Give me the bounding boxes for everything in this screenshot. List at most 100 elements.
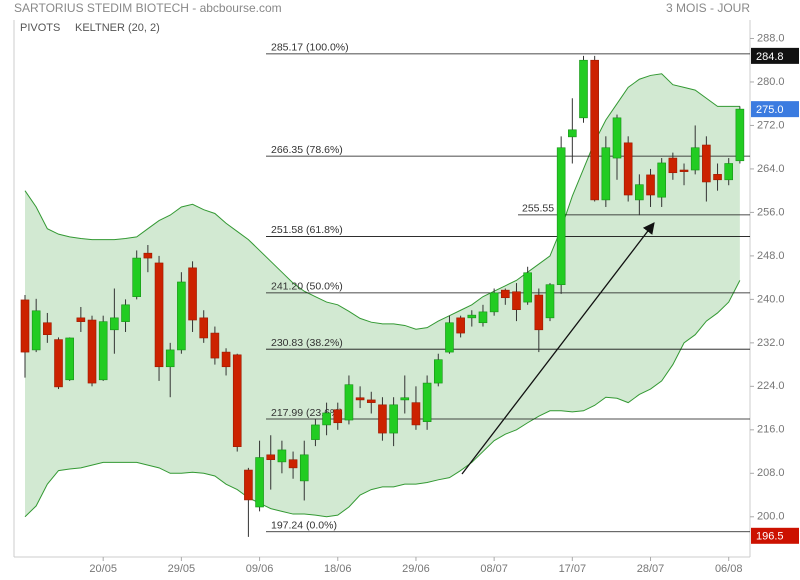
x-tick-label: 17/07 — [559, 563, 587, 575]
candle-body — [478, 311, 488, 324]
y-tick-label: 240.0 — [757, 293, 785, 305]
candle-body — [244, 469, 253, 501]
y-tick-label: 248.0 — [757, 250, 785, 262]
price-marker-label: 275.0 — [756, 104, 784, 116]
candle-body — [65, 337, 74, 381]
x-tick-label: 29/05 — [168, 563, 196, 575]
candle-body — [612, 117, 622, 159]
price-marker-label: 196.5 — [756, 531, 784, 543]
candle-body — [635, 184, 644, 201]
x-tick-label: 29/06 — [402, 563, 430, 575]
candle-body — [489, 292, 499, 313]
fib-label: 251.58 (61.8%) — [271, 224, 343, 236]
price-marker-label: 284.8 — [756, 51, 784, 63]
candle-body — [433, 359, 443, 384]
candle-body — [512, 291, 521, 310]
x-tick-label: 08/07 — [480, 563, 508, 575]
candle-body — [601, 147, 611, 201]
candle-body — [690, 147, 700, 171]
candle-body — [568, 129, 577, 138]
candle-body — [366, 399, 376, 403]
candle-body — [121, 304, 130, 322]
candle-body — [657, 162, 666, 198]
candle-body — [322, 412, 331, 426]
candle-body — [579, 59, 588, 119]
fib-label: 230.83 (38.2%) — [271, 337, 343, 349]
y-tick-label: 256.0 — [757, 206, 785, 218]
candle-body — [400, 397, 410, 401]
keltner-band — [25, 73, 740, 517]
candle-body — [378, 404, 387, 434]
candle-body — [98, 321, 108, 381]
candle-body — [54, 339, 63, 388]
candle-body — [445, 322, 454, 353]
chart-title: SARTORIUS STEDIM BIOTECH - abcbourse.com — [14, 1, 282, 15]
level-label: 255.55 — [522, 203, 554, 215]
candle-body — [679, 169, 689, 172]
candle-body — [255, 457, 264, 508]
candle-body — [646, 174, 655, 196]
candle-body — [668, 157, 678, 174]
legend-keltner: KELTNER (20, 2) — [75, 22, 160, 34]
candle-body — [165, 349, 175, 368]
candle-body — [422, 382, 432, 422]
candle-body — [177, 281, 186, 351]
candle-body — [132, 257, 141, 297]
y-tick-label: 232.0 — [757, 337, 785, 349]
x-tick-label: 09/06 — [246, 563, 274, 575]
x-tick-label: 06/08 — [715, 563, 743, 575]
y-tick-label: 272.0 — [757, 119, 785, 131]
y-tick-label: 288.0 — [757, 32, 785, 44]
candle-body — [713, 174, 722, 181]
fib-label: 285.17 (100.0%) — [271, 42, 349, 54]
candle-body — [299, 454, 309, 482]
legend-pivots: PIVOTS — [20, 22, 60, 34]
y-tick-label: 264.0 — [757, 163, 785, 175]
candle-body — [556, 147, 566, 285]
candle-body — [199, 317, 209, 339]
keltner-upper — [24, 73, 740, 330]
candle-body — [266, 454, 276, 461]
candle-body — [467, 314, 477, 319]
candle-body — [389, 404, 398, 434]
y-tick-label: 208.0 — [757, 467, 785, 479]
period: 3 MOIS - JOUR — [666, 1, 750, 15]
candle-body — [221, 351, 231, 368]
candle-body — [534, 294, 544, 331]
candle-body — [344, 384, 354, 421]
candle-body — [623, 142, 633, 196]
trend-arrow — [461, 222, 655, 475]
candle-body — [288, 459, 298, 469]
price-marker — [751, 47, 799, 64]
candle-body — [188, 267, 197, 321]
keltner-lower — [24, 280, 741, 518]
candle-body — [411, 402, 421, 426]
candle-body — [523, 272, 532, 303]
candle-body — [702, 144, 711, 183]
candle-body — [545, 284, 555, 319]
fib-label: 266.35 (78.6%) — [271, 144, 343, 156]
x-tick-label: 18/06 — [324, 563, 352, 575]
candle-body — [590, 59, 599, 201]
fib-label: 241.20 (50.0%) — [271, 281, 343, 293]
candle-body — [154, 262, 164, 368]
candle-body — [87, 319, 97, 384]
plot-area: 285.17 (100.0%) 266.35 (78.6%) 251.58 (61.… — [13, 20, 754, 575]
candle-body — [143, 252, 153, 259]
candle-body — [31, 310, 41, 351]
x-tick-label: 28/07 — [637, 563, 665, 575]
y-tick-label: 224.0 — [757, 380, 785, 392]
fib-label: 217.99 (23.6%) — [271, 407, 343, 419]
candle-body — [43, 322, 52, 335]
y-tick-label: 216.0 — [757, 424, 785, 436]
x-tick-label: 20/05 — [89, 563, 117, 575]
candle-body — [210, 332, 220, 359]
price-marker — [751, 101, 799, 118]
price-marker — [751, 527, 799, 544]
candle-body — [456, 317, 465, 334]
candle-body — [724, 163, 734, 181]
fib-label: 197.24 (0.0%) — [271, 520, 337, 532]
candle-body — [232, 354, 242, 447]
candle-body — [333, 409, 343, 424]
